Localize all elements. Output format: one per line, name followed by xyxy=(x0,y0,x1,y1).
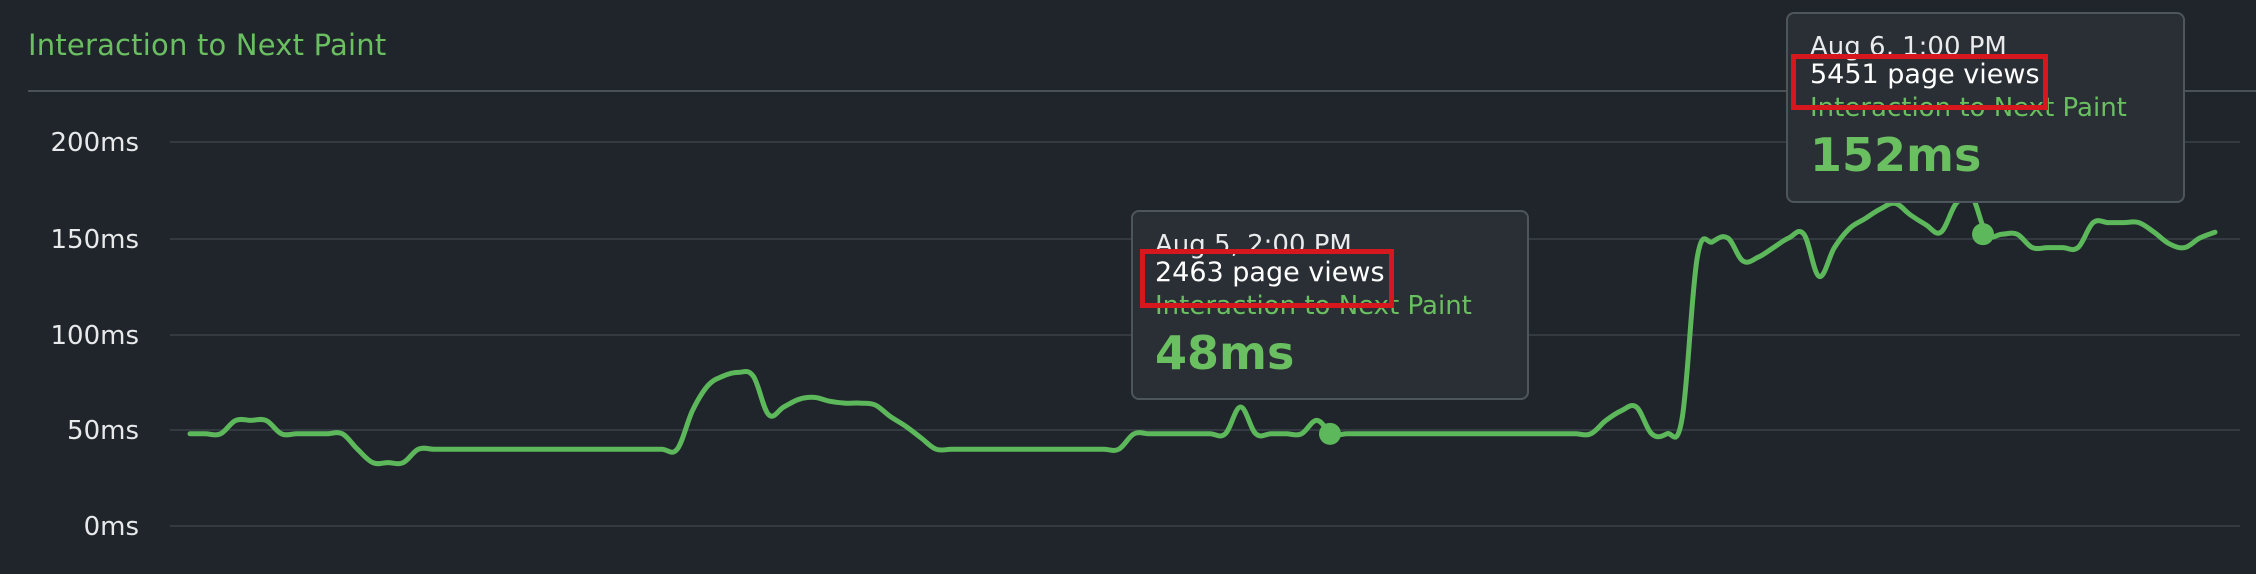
tooltip-date: Aug 5, 2:00 PM xyxy=(1155,230,1352,260)
y-tick-label: 200ms xyxy=(51,128,140,158)
tooltip-aug6: Aug 6, 1:00 PM 5451 page views Interacti… xyxy=(1786,12,2185,203)
hover-point-aug5[interactable] xyxy=(1319,422,1341,445)
tooltip-metric-label: Interaction to Next Paint xyxy=(1810,93,2127,123)
chart-title: Interaction to Next Paint xyxy=(28,28,387,62)
tooltip-metric-label: Interaction to Next Paint xyxy=(1155,291,1472,321)
y-tick-label: 150ms xyxy=(51,225,140,255)
y-axis: 200ms 150ms 100ms 50ms 0ms xyxy=(51,128,140,542)
tooltip-metric-value: 48ms xyxy=(1155,326,1295,380)
tooltip-page-views: 5451 page views xyxy=(1810,59,2040,90)
y-tick-label: 50ms xyxy=(67,416,139,446)
tooltip-metric-value: 152ms xyxy=(1810,128,1982,182)
series-line[interactable] xyxy=(187,191,2218,467)
tooltip-page-views: 2463 page views xyxy=(1155,257,1385,288)
tooltip-aug5: Aug 5, 2:00 PM 2463 page views Interacti… xyxy=(1131,210,1529,400)
title-divider xyxy=(28,90,2256,92)
y-tick-label: 0ms xyxy=(84,512,139,542)
hover-point-aug6[interactable] xyxy=(1972,223,1994,246)
y-tick-label: 100ms xyxy=(51,321,140,351)
